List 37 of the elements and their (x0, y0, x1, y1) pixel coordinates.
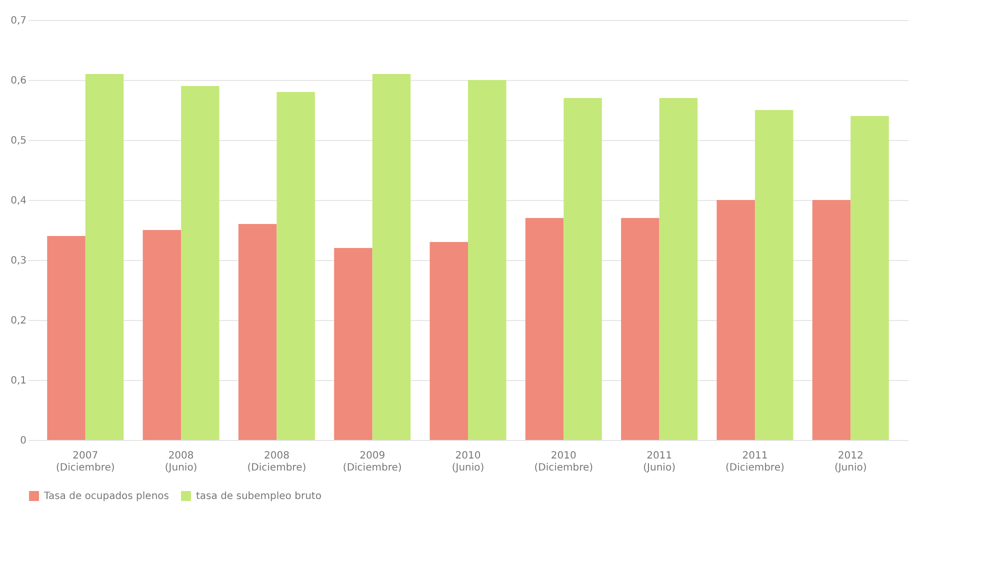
bar (430, 242, 468, 440)
legend-label: tasa de subempleo bruto (196, 491, 322, 502)
bar (85, 74, 124, 440)
x-tick-label: 2011 (Junio) (643, 450, 676, 474)
y-tick-label: 0,7 (10, 16, 26, 26)
bar (621, 218, 660, 440)
y-tick-label: 0,4 (10, 196, 26, 206)
x-tick-label: 2011 (Diciembre) (726, 450, 784, 474)
bar (181, 86, 220, 440)
bar (468, 80, 506, 440)
bar (334, 248, 372, 440)
y-tick-label: 0,3 (10, 256, 26, 266)
bar (564, 98, 602, 440)
x-tick-label: 2010 (Diciembre) (534, 450, 594, 474)
bar (47, 236, 86, 440)
bar (659, 98, 698, 440)
y-tick-label: 0,2 (10, 316, 26, 326)
bar (276, 92, 315, 440)
y-tick-label: 0,1 (10, 376, 26, 386)
bar (238, 224, 277, 440)
legend-label: Tasa de ocupados plenos (43, 491, 170, 502)
bar (525, 218, 564, 440)
bar (754, 110, 794, 440)
y-tick-label: 0,6 (10, 76, 26, 86)
x-tick-label: 2008 (Diciembre) (247, 450, 306, 474)
bar (812, 200, 851, 440)
y-tick-label: 0,5 (10, 136, 26, 146)
x-tick-label: 2012 (Junio) (834, 450, 867, 474)
x-tick-label: 2010 (Junio) (452, 450, 484, 474)
bar (850, 116, 889, 440)
x-tick-label: 2009 (Diciembre) (342, 450, 402, 474)
y-tick-label: 0 (20, 436, 26, 446)
x-tick-label: 2007 (Diciembre) (56, 450, 115, 474)
bar (142, 230, 182, 440)
x-tick-label: 2008 (Junio) (164, 450, 198, 474)
bar (716, 200, 755, 440)
bar (372, 74, 411, 440)
